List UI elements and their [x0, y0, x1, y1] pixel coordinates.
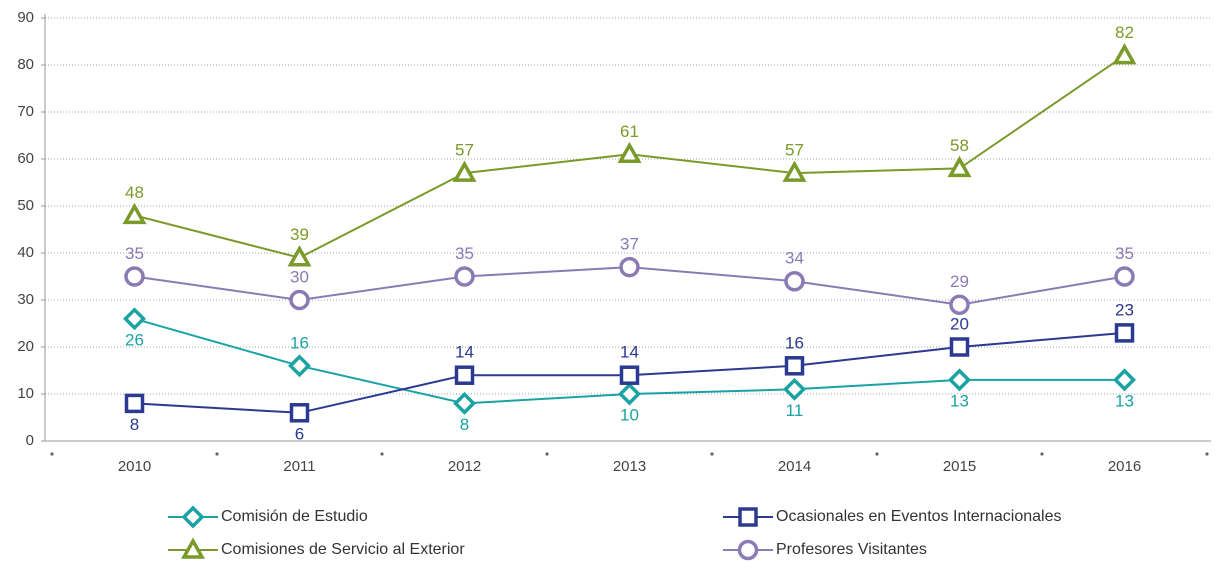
marker — [124, 393, 145, 414]
legend-marker — [737, 539, 759, 561]
marker — [947, 155, 972, 178]
marker — [453, 391, 476, 415]
data-label: 16 — [290, 333, 309, 352]
legend-label: Profesores Visitantes — [776, 541, 927, 558]
x-axis-dot — [710, 452, 714, 456]
marker — [123, 307, 146, 331]
data-label: 14 — [620, 343, 639, 362]
data-label: 23 — [1115, 300, 1134, 319]
x-tick-label: 2016 — [1108, 458, 1141, 475]
x-tick-label: 2010 — [118, 458, 151, 475]
x-axis-dot — [50, 452, 54, 456]
data-label: 16 — [785, 333, 804, 352]
marker — [618, 382, 641, 406]
marker — [1112, 43, 1137, 65]
x-tick-label: 2011 — [283, 458, 315, 475]
data-label: 13 — [950, 391, 969, 410]
y-tick-label: 10 — [17, 385, 34, 402]
data-label: 13 — [1115, 391, 1134, 410]
marker — [452, 160, 477, 182]
data-label: 82 — [1115, 23, 1134, 42]
data-label: 6 — [295, 424, 304, 443]
marker — [1114, 323, 1135, 343]
data-label: 10 — [620, 405, 639, 424]
marker — [288, 354, 311, 378]
marker — [617, 141, 642, 164]
y-tick-label: 90 — [17, 9, 34, 26]
data-label: 30 — [290, 267, 309, 286]
marker — [949, 337, 970, 357]
y-tick-label: 50 — [17, 197, 34, 214]
data-label: 35 — [1115, 244, 1134, 263]
y-tick-label: 60 — [17, 150, 34, 167]
data-label: 8 — [460, 415, 469, 434]
legend-label: Ocasionales en Eventos Internacionales — [776, 508, 1062, 525]
y-tick-label: 80 — [17, 56, 34, 73]
data-label: 37 — [620, 235, 639, 254]
x-axis-dot — [215, 452, 219, 456]
x-tick-label: 2014 — [778, 458, 811, 475]
data-label: 20 — [950, 314, 969, 333]
marker — [1114, 266, 1135, 287]
y-tick-label: 30 — [17, 291, 34, 308]
data-label: 11 — [786, 401, 804, 420]
x-tick-label: 2013 — [613, 458, 646, 475]
y-tick-label: 70 — [17, 103, 34, 120]
data-label: 61 — [620, 122, 639, 141]
data-label: 57 — [785, 141, 804, 160]
data-label: 34 — [785, 249, 804, 268]
legend-label: Comisión de Estudio — [221, 508, 368, 525]
marker — [948, 368, 971, 392]
data-label: 39 — [290, 225, 309, 244]
data-label: 8 — [130, 415, 139, 434]
y-tick-label: 0 — [26, 432, 34, 449]
marker — [1113, 368, 1136, 392]
marker — [783, 377, 806, 401]
marker — [289, 289, 310, 311]
data-label: 29 — [950, 272, 969, 291]
data-label: 48 — [125, 183, 144, 202]
marker — [949, 294, 970, 315]
data-label: 26 — [125, 330, 144, 349]
data-label: 58 — [950, 136, 969, 155]
marker — [287, 245, 312, 267]
data-label: 14 — [455, 343, 474, 362]
marker — [619, 365, 640, 385]
legend-marker — [181, 505, 205, 529]
marker — [784, 356, 805, 376]
legend-marker — [738, 507, 758, 527]
marker — [619, 256, 640, 278]
x-tick-label: 2015 — [943, 458, 976, 475]
data-label: 35 — [125, 244, 144, 263]
y-tick-label: 40 — [17, 244, 34, 261]
marker — [122, 202, 147, 225]
x-axis-dot — [1040, 452, 1044, 456]
x-axis-dot — [545, 452, 549, 456]
marker — [454, 365, 475, 385]
x-tick-label: 2012 — [448, 458, 481, 475]
data-label: 35 — [455, 244, 474, 263]
marker — [784, 270, 805, 292]
marker — [124, 266, 145, 287]
legend-marker — [181, 537, 205, 559]
x-axis-dot — [380, 452, 384, 456]
marker — [782, 160, 807, 182]
legend-label: Comisiones de Servicio al Exterior — [221, 541, 465, 558]
x-axis-dot — [1205, 452, 1209, 456]
marker — [454, 266, 475, 287]
y-tick-label: 20 — [17, 338, 34, 355]
data-label: 57 — [455, 141, 474, 160]
x-axis-dot — [875, 452, 879, 456]
marker — [289, 403, 310, 423]
